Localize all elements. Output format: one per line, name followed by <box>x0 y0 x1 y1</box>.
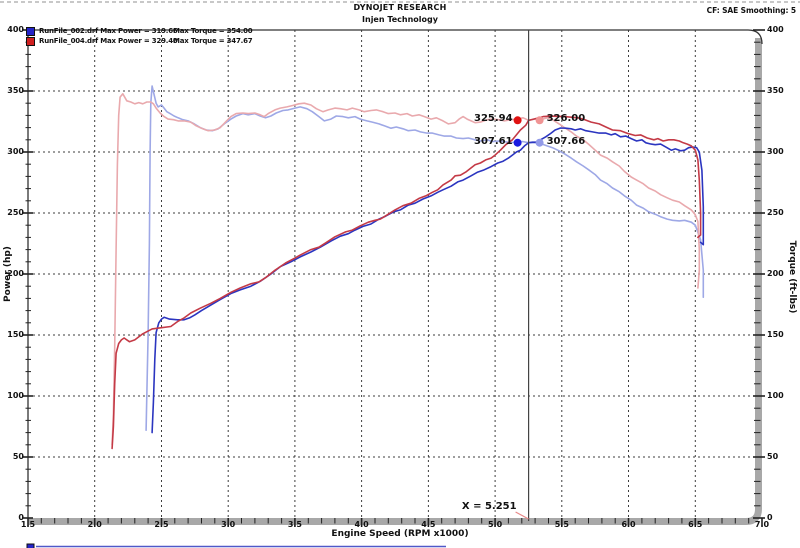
legend-label-torque: Max Torque = 354.00 <box>173 27 253 35</box>
y-tick-label-left: 350 <box>7 86 24 95</box>
readout-1-left: 307.61 <box>474 135 513 147</box>
x-tick-label: 4.0 <box>354 520 369 529</box>
y-tick-label-left: 200 <box>7 269 24 278</box>
cursor-pointer-line <box>515 511 529 520</box>
x-tick-label: 2.0 <box>87 520 102 529</box>
y-tick-label-left: 400 <box>7 25 24 34</box>
legend-row-runfile-004: RunFile_004.drf Max Power = 329.40 Max T… <box>26 36 253 46</box>
page-subtitle: Injen Technology <box>362 15 438 24</box>
x-tick-label: 3.5 <box>287 520 302 529</box>
readout-0-left: 325.94 <box>474 113 513 125</box>
axis-frame-top <box>28 29 763 45</box>
readout-dot <box>535 138 544 147</box>
correction-smoothing-info: CF: SAE Smoothing: 5 <box>706 6 796 15</box>
legend-label-power: RunFile_002.drf Max Power = 319.66 <box>39 27 178 35</box>
cursor-x-readout: X = 5.251 <box>461 501 517 512</box>
y-tick-label-left: 150 <box>7 330 24 339</box>
x-tick-label: 6.0 <box>621 520 636 529</box>
y-tick-label-right: 300 <box>767 147 784 156</box>
y-tick-label-left: 250 <box>7 208 24 217</box>
curve-torque <box>111 93 701 446</box>
x-tick-label: 2.5 <box>154 520 169 529</box>
readout-dot <box>513 116 522 125</box>
x-tick-label: 1.5 <box>20 520 36 529</box>
y-tick-label-left: 300 <box>7 147 24 156</box>
y-tick-label-left: 0 <box>18 513 24 522</box>
axis-frame-thick <box>28 38 762 525</box>
legend-label-power: RunFile_004.drf Max Power = 329.40 <box>39 37 178 45</box>
readout-1-right: 307.66 <box>546 135 586 147</box>
y-tick-label-left: 100 <box>7 391 24 400</box>
y-tick-label-right: 250 <box>767 208 784 217</box>
partial-legend-swatch <box>26 543 35 548</box>
y-tick-label-right: 0 <box>767 513 773 522</box>
legend: RunFile_002.drf Max Power = 319.66 Max T… <box>26 26 253 46</box>
y-tick-label-right: 350 <box>767 86 784 95</box>
page-title: DYNOJET RESEARCH <box>353 3 447 12</box>
y-tick-label-right: 150 <box>767 330 784 339</box>
legend-label-torque: Max Torque = 347.67 <box>173 37 253 45</box>
readout-0-right: 326.00 <box>546 113 586 125</box>
legend-row-runfile-002: RunFile_002.drf Max Power = 319.66 Max T… <box>26 26 253 36</box>
x-tick-label: 5.5 <box>554 520 569 529</box>
y-tick-label-left: 50 <box>12 452 24 461</box>
curve-torque <box>145 85 705 432</box>
x-tick-label: 5.0 <box>487 520 503 529</box>
y-tick-label-right: 400 <box>767 25 784 34</box>
readout-dot <box>535 116 544 125</box>
curve-power <box>111 115 702 450</box>
y-axis-title-power: Power (hp) <box>3 246 13 302</box>
x-tick-label: 7.0 <box>754 520 770 529</box>
y-axis-title-torque: Torque (ft-lbs) <box>787 240 797 314</box>
y-tick-label-right: 200 <box>767 269 784 278</box>
x-tick-label: 6.5 <box>688 520 703 529</box>
x-axis-title: Engine Speed (RPM x1000) <box>331 529 469 539</box>
x-tick-label: 4.5 <box>421 520 436 529</box>
y-tick-label-right: 100 <box>767 391 784 400</box>
x-tick-label: 3.0 <box>221 520 236 529</box>
legend-swatch-red <box>26 36 35 46</box>
readout-dot <box>513 138 522 147</box>
curve-power <box>151 127 705 434</box>
legend-swatch-blue <box>26 26 35 36</box>
y-tick-label-right: 50 <box>767 452 779 461</box>
